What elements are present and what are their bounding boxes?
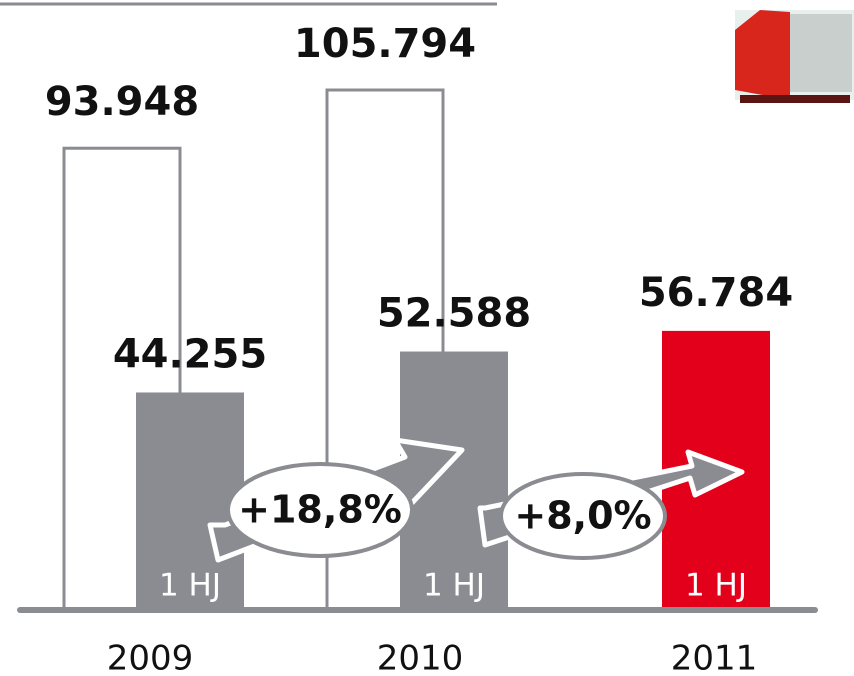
growth-label: +18,8%	[238, 488, 402, 532]
series-label: 1 HJ	[423, 568, 485, 604]
series-label: 1 HJ	[685, 568, 747, 604]
x-tick-label: 2010	[377, 639, 464, 676]
value-label: 52.588	[377, 291, 531, 337]
value-label: 105.794	[294, 21, 476, 67]
half-year-bar	[136, 392, 244, 610]
x-tick-label: 2009	[107, 639, 194, 676]
growth-ellipse	[226, 462, 414, 558]
value-label: 93.948	[45, 79, 199, 125]
value-label: 44.255	[113, 331, 267, 377]
value-label: 56.784	[639, 270, 793, 316]
train-icon	[735, 10, 854, 103]
x-tick-label: 2011	[671, 639, 758, 676]
growth-ellipse	[499, 472, 667, 560]
growth-label: +8,0%	[514, 494, 651, 538]
series-label: 1 HJ	[159, 568, 221, 604]
